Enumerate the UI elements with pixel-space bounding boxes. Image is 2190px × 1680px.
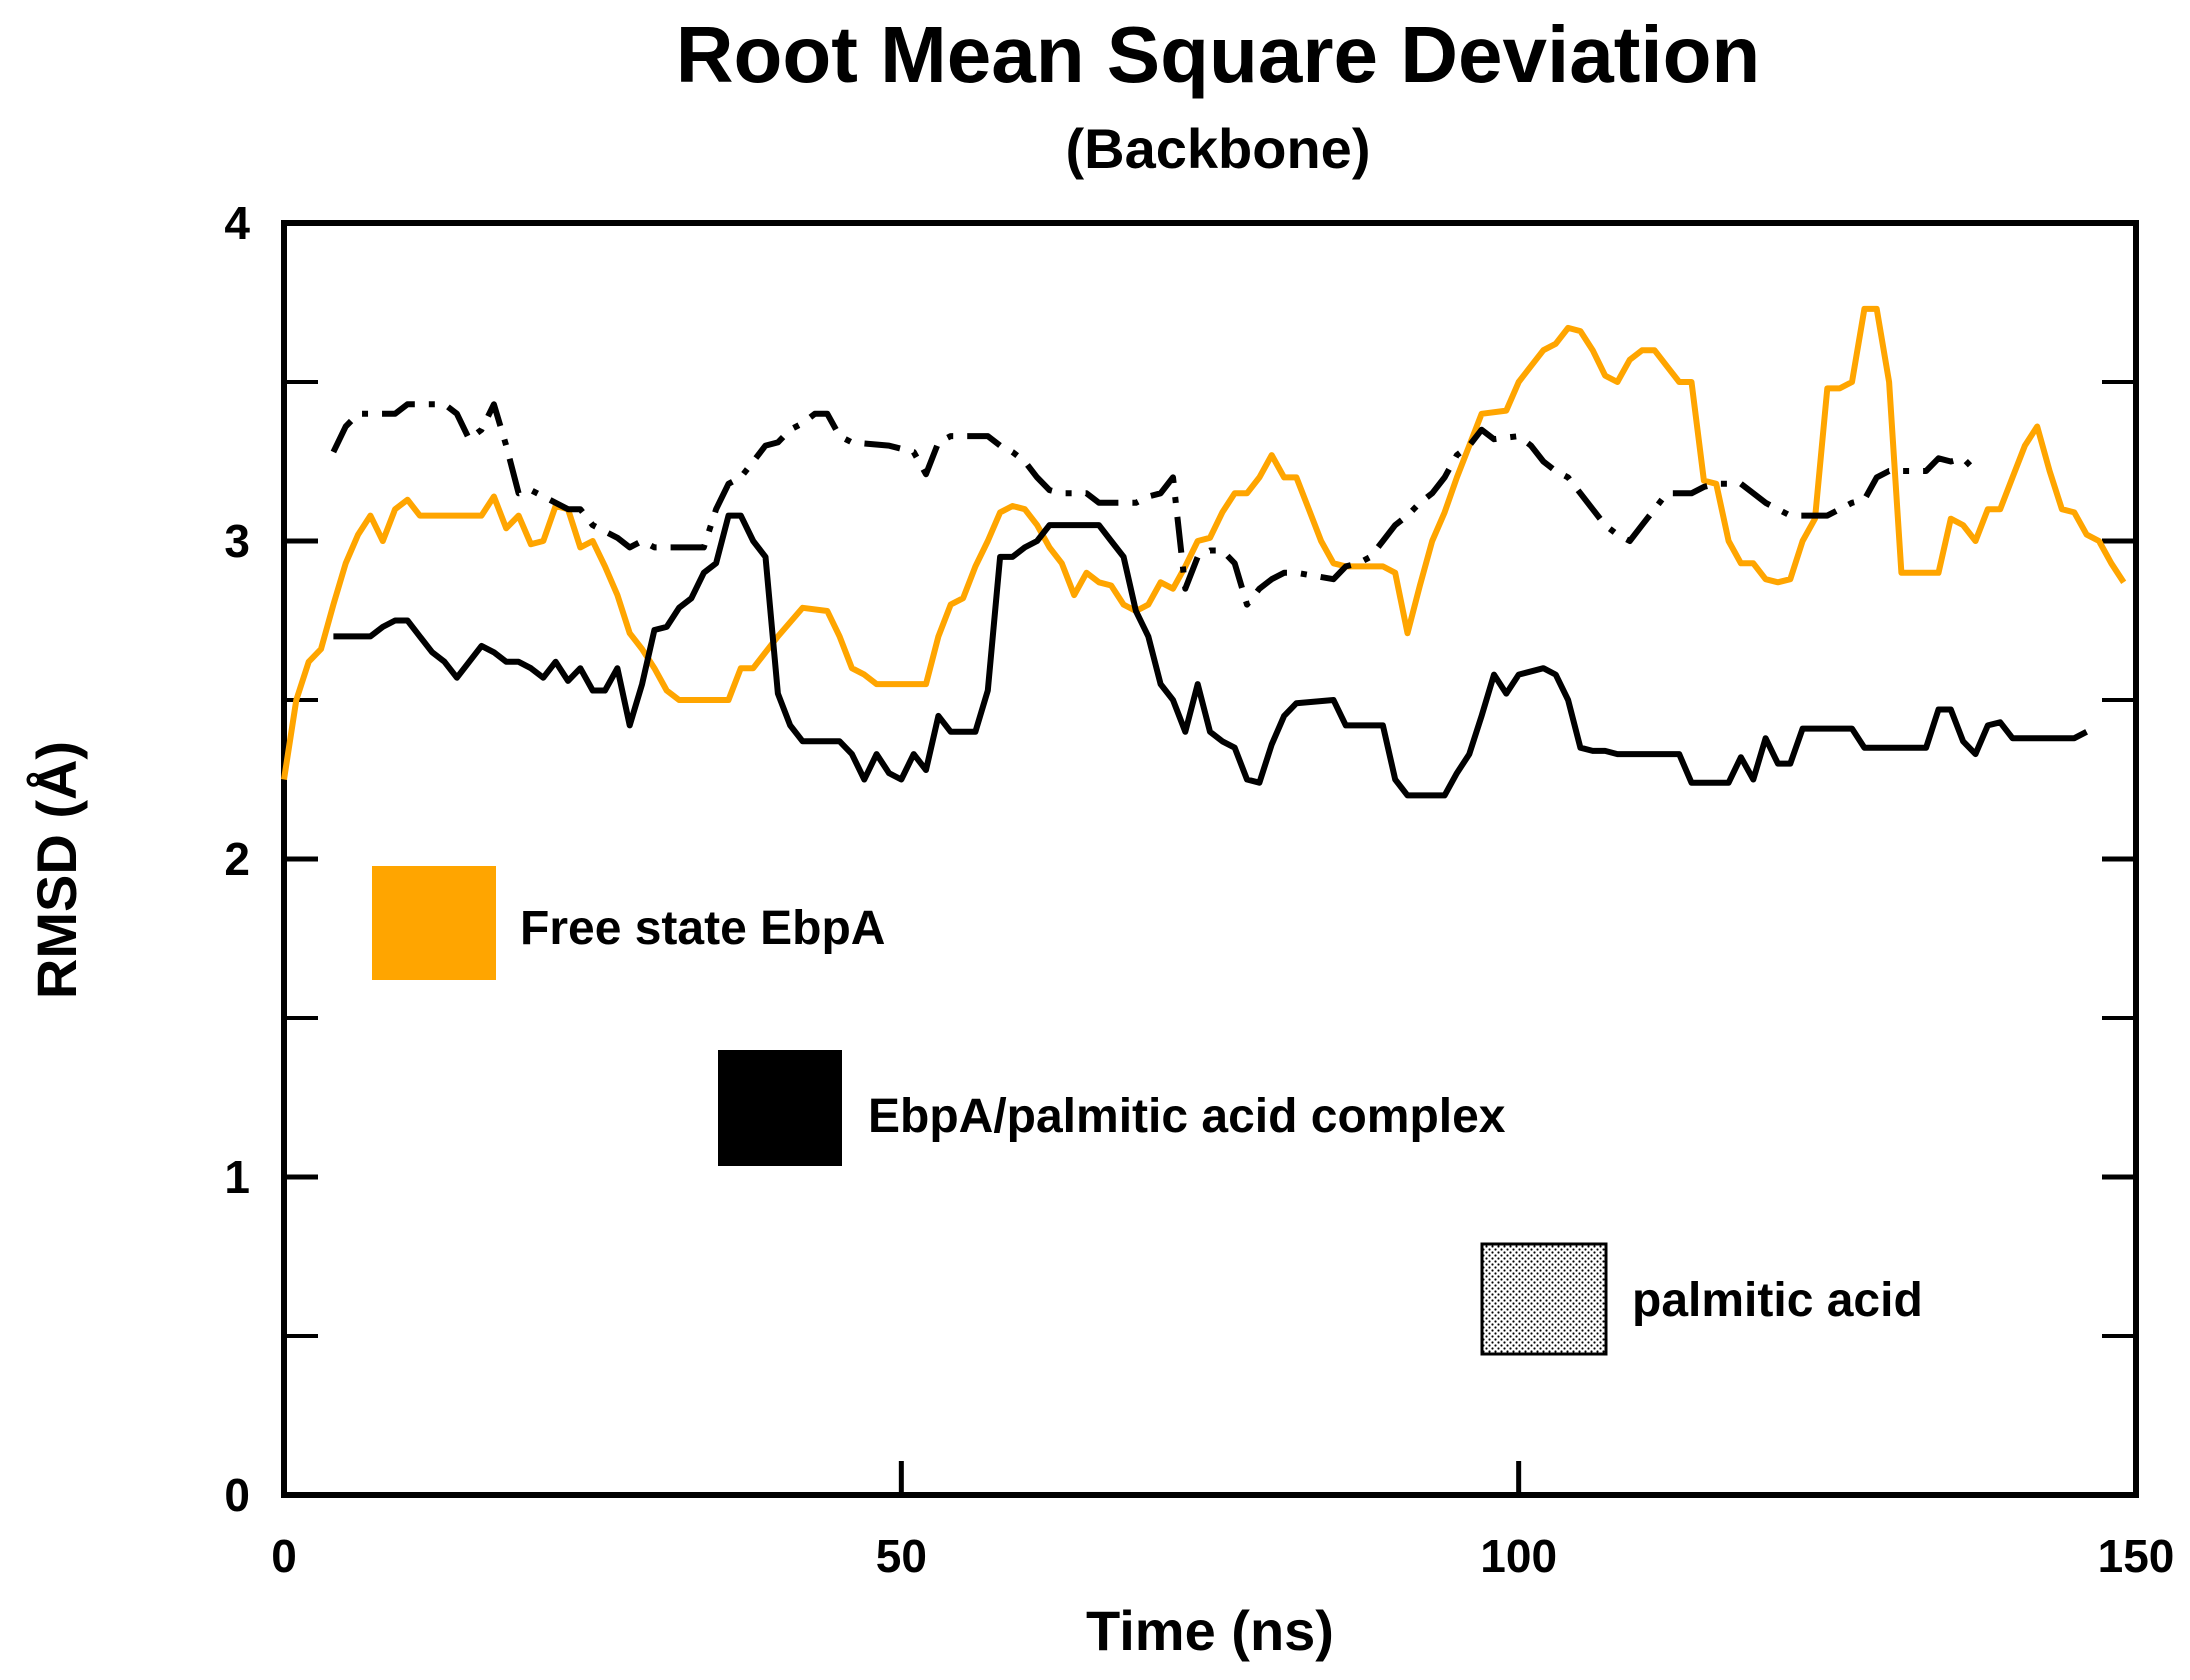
chart-title: Root Mean Square Deviation	[676, 10, 1761, 99]
series-line-0	[281, 305, 2127, 780]
series-line-1	[333, 512, 2088, 799]
x-tick-label: 50	[876, 1530, 927, 1582]
chart-subtitle: (Backbone)	[1066, 117, 1371, 180]
y-tick-label: 2	[224, 833, 250, 885]
y-axis-label: RMSD (Å)	[25, 741, 88, 999]
x-tick-label: 150	[2098, 1530, 2175, 1582]
legend-swatch-palmitic	[1480, 1242, 1608, 1356]
x-tick-label: 0	[271, 1530, 297, 1582]
legend-swatch-free-state	[372, 866, 496, 980]
y-tick-label: 4	[224, 197, 250, 249]
y-tick-label: 1	[224, 1151, 250, 1203]
x-axis-label: Time (ns)	[1086, 1599, 1334, 1662]
legend-label-complex: EbpA/palmitic acid complex	[868, 1090, 1506, 1143]
y-tick-label: 3	[224, 515, 250, 567]
y-tick-label: 0	[224, 1469, 250, 1521]
x-tick-label: 100	[1480, 1530, 1557, 1582]
legend: Free state EbpA EbpA/palmitic acid compl…	[372, 866, 1923, 1356]
legend-label-palmitic: palmitic acid	[1632, 1274, 1923, 1327]
series-line-2	[330, 401, 1978, 608]
legend-swatch-complex	[718, 1050, 842, 1166]
legend-label-free-state: Free state EbpA	[520, 902, 885, 955]
